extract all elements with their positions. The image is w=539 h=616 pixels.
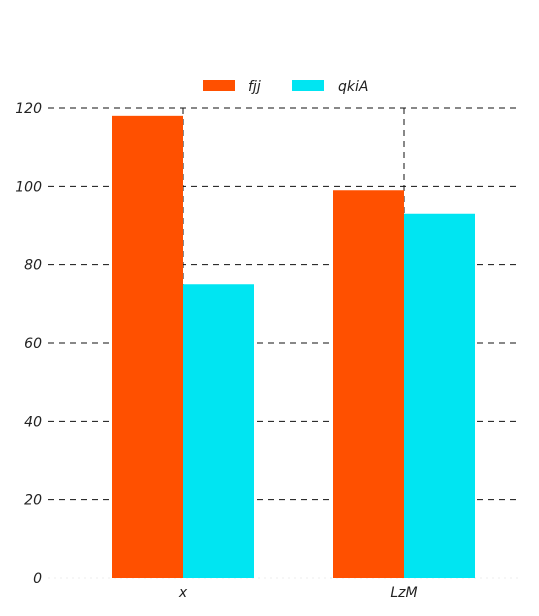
y-tick-label: 0 <box>33 571 42 587</box>
legend-label-qkiA: qkiA <box>338 79 368 95</box>
legend-swatch-qkiA <box>292 80 324 91</box>
bar-fjj-LzM <box>333 190 404 578</box>
y-tick-label: 100 <box>15 179 42 195</box>
legend: fjj qkiA <box>203 79 368 95</box>
axis-labels: 0 20 40 60 80 100 120 x LzM <box>15 101 417 601</box>
y-tick-label: 40 <box>24 414 42 430</box>
y-tick-label: 80 <box>24 258 42 274</box>
legend-label-fjj: fjj <box>248 79 261 95</box>
bar-fjj-x <box>112 115 183 578</box>
bars <box>112 115 475 578</box>
y-tick-label: 60 <box>24 336 42 352</box>
x-tick-label: x <box>178 585 188 601</box>
y-tick-label: 20 <box>24 493 42 509</box>
y-tick-label: 120 <box>15 101 42 117</box>
x-tick-label: LzM <box>390 585 417 601</box>
bar-qkiA-x <box>183 284 254 578</box>
legend-swatch-fjj <box>203 80 235 91</box>
bar-qkiA-LzM <box>404 213 475 578</box>
